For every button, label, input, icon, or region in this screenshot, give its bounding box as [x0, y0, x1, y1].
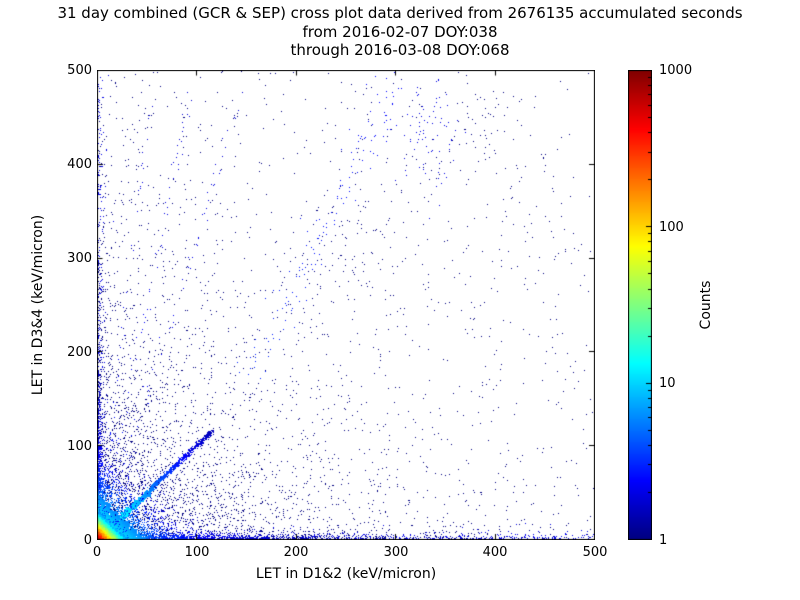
colorbar-tick-100: 100: [659, 220, 684, 235]
x-tick-label-100: 100: [184, 545, 210, 560]
colorbar-tick-1: 1: [659, 533, 668, 548]
y-tick-label-400: 400: [67, 157, 92, 172]
chart-subtitle-from: from 2016-02-07 DOY:038: [302, 23, 498, 41]
scatter-canvas: [97, 70, 595, 540]
x-axis-label: LET in D1&2 (keV/micron): [255, 566, 437, 582]
colorbar-canvas: [628, 70, 652, 540]
colorbar-label: Counts: [698, 280, 714, 330]
y-tick-label-300: 300: [67, 251, 92, 266]
x-tick-label-400: 400: [482, 545, 508, 560]
x-tick-label-0: 0: [92, 545, 102, 560]
y-axis-label: LET in D3&4 (keV/micron): [30, 214, 46, 396]
chart-subtitle-through: through 2016-03-08 DOY:068: [290, 41, 510, 59]
colorbar-tick-1000: 1000: [659, 63, 693, 78]
y-tick-label-500: 500: [67, 63, 92, 78]
y-tick-label-100: 100: [67, 439, 92, 454]
y-tick-label-0: 0: [83, 533, 92, 548]
colorbar: [628, 70, 652, 540]
plot-area: [97, 70, 595, 540]
y-tick-label-200: 200: [67, 345, 92, 360]
chart-title: 31 day combined (GCR & SEP) cross plot d…: [57, 4, 743, 22]
x-tick-label-300: 300: [383, 545, 409, 560]
x-tick-label-200: 200: [283, 545, 309, 560]
x-tick-label-500: 500: [582, 545, 608, 560]
colorbar-tick-10: 10: [659, 376, 676, 391]
